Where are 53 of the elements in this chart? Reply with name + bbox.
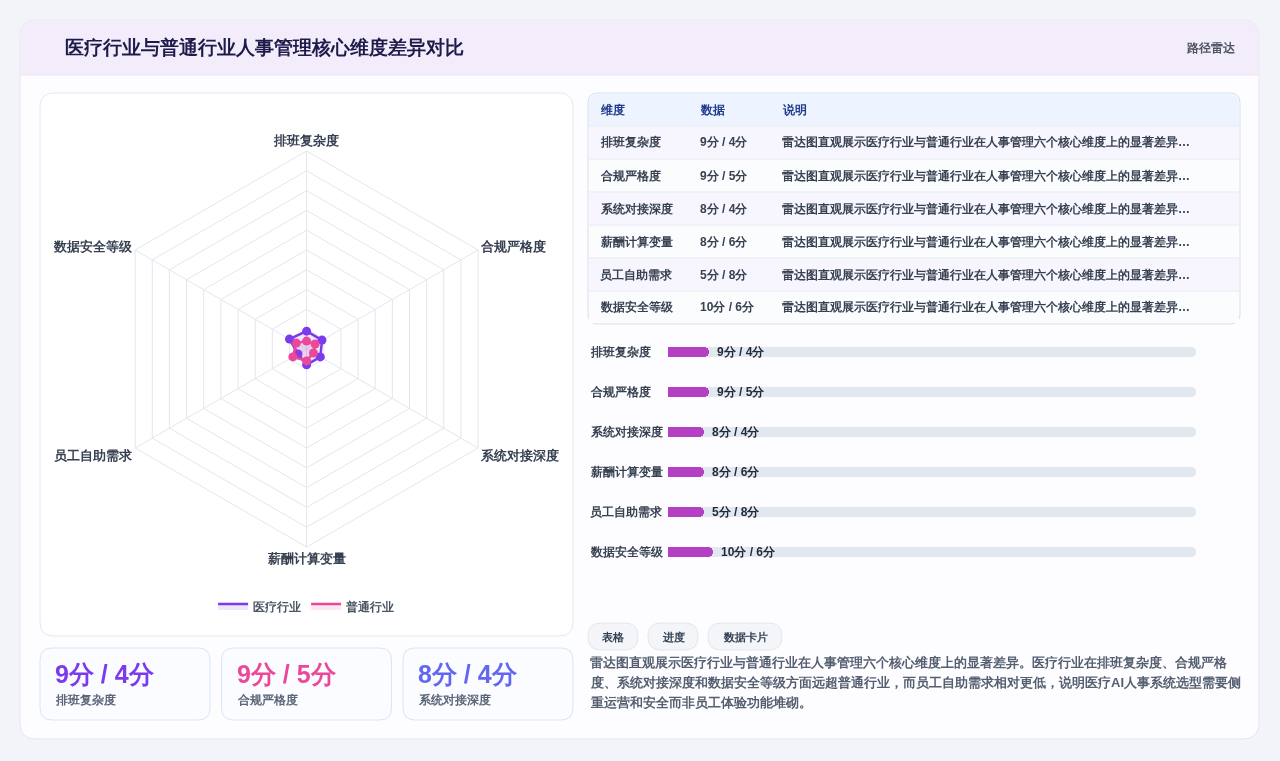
text: 薪酬计算变量 [601,235,673,249]
category-label: 合规严格度 [237,693,298,707]
text: 雷达图直观展示医疗行业与普通行业在人事管理六个核心维度上的显著差异… [782,202,1190,216]
category-label: 数据卡片 [723,631,768,643]
category-label: 数据安全等级 [591,545,663,559]
data-label: 8分 / 6分 [712,465,761,479]
spoke-label: 排班复杂度 [273,133,340,149]
data-label: 8分 / 4分 [712,425,761,439]
data-label: 9分 / 5分 [717,385,766,399]
data-label: 10分 / 6分 [721,545,777,559]
spoke-label: 薪酬计算变量 [266,551,346,567]
category-label: 维度 [600,103,625,117]
text: 雷达图直观展示医疗行业与普通行业在人事管理六个核心维度上的显著差异… [782,235,1190,249]
category-label: 系统对接深度 [591,425,663,439]
legend-label: 医疗行业 [253,599,302,614]
category-label: 进度 [662,631,685,643]
legend-label: 普通行业 [345,599,395,614]
text: 9分 / 5分 [700,169,748,183]
text: 雷达图直观展示医疗行业与普通行业在人事管理六个核心维度上的显著差异… [782,268,1190,282]
text: 8分 / 4分 [700,202,748,216]
category-label: 薪酬计算变量 [591,465,663,479]
category-label: 系统对接深度 [418,693,491,707]
category-label: 排班复杂度 [591,345,651,359]
text: 9分 / 4分 [55,660,154,688]
text: 10分 / 6分 [700,300,755,314]
spoke-label: 数据安全等级 [53,239,134,255]
text: 路径雷达 [1186,41,1236,55]
category-label: 表格 [601,631,625,643]
text: 8分 / 6分 [700,235,748,249]
text: 合规严格度 [601,169,661,183]
text: 9分 / 5分 [237,660,336,688]
data-label: 5分 / 8分 [712,505,761,519]
text: 5分 / 8分 [700,268,748,282]
category-label: 合规严格度 [591,385,651,399]
text: 雷达图直观展示医疗行业与普通行业在人事管理六个核心维度上的显著差异… [782,169,1190,183]
spoke-label: 员工自助需求 [54,447,134,463]
text: 员工自助需求 [600,268,672,282]
category-label: 排班复杂度 [55,693,116,707]
text: 8分 / 4分 [418,660,517,688]
text: 雷达图直观展示医疗行业与普通行业在人事管理六个核心维度上的显著差异。医疗行业在排班复杂度、合规严格度、系统对接深度和数据安全等级方面远超普通行业，而员工自助需求相对更低，说明医疗AI人事系统选型需要侧重运营和安全而非员工体验功能堆砌。 [590,655,1241,710]
chart-title: 医疗行业与普通行业人事管理核心维度差异对比 [65,37,464,58]
text: 9分 / 4分 [700,135,748,149]
spoke-label: 合规严格度 [479,239,546,255]
text: 数据安全等级 [601,300,673,314]
data-label: 9分 / 4分 [717,345,766,359]
text: 系统对接深度 [601,202,673,216]
category-label: 说明 [782,103,807,117]
spoke-label: 系统对接深度 [479,447,559,463]
category-label: 员工自助需求 [590,505,662,519]
category-label: 数据 [700,103,725,117]
text: 雷达图直观展示医疗行业与普通行业在人事管理六个核心维度上的显著差异… [782,300,1190,314]
text: 雷达图直观展示医疗行业与普通行业在人事管理六个核心维度上的显著差异… [782,135,1190,149]
text: 排班复杂度 [601,135,661,149]
